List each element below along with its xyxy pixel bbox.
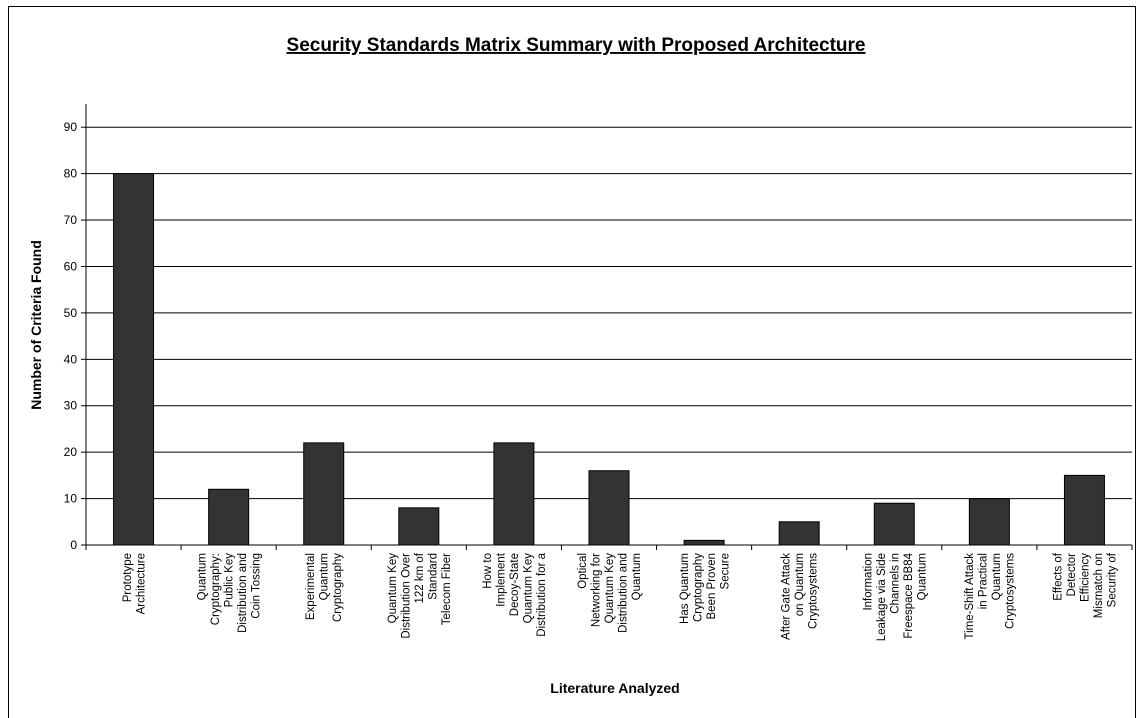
bar: [398, 507, 440, 546]
category-label-line: Channels in: [889, 553, 901, 614]
category-label-line: Implement: [495, 552, 507, 606]
category-label-line: Standard: [427, 553, 439, 600]
y-tick-label: 80: [64, 167, 78, 181]
category-label-line: Prototype: [122, 553, 134, 602]
category-label-line: Public Key: [224, 553, 236, 608]
category-label: Effects of Detector Efficiency Mismatch on S…: [1053, 552, 1119, 618]
category-label-line: Information: [862, 553, 874, 611]
category-label-line: Networking for: [591, 553, 603, 627]
x-axis-label: Literature Analyzed: [550, 680, 679, 696]
category-label-line: Coin Tossing: [251, 553, 263, 619]
bar: [113, 173, 155, 546]
chart-title: Security Standards Matrix Summary with P…: [287, 35, 866, 56]
category-label-line: on Quantum: [794, 553, 806, 616]
category-label-line: Leakage via Side: [876, 553, 888, 641]
category-label: Quantum Cryptography: Public Key Distributi…: [197, 553, 263, 633]
category-label-line: 122 km of: [414, 552, 426, 603]
category-label: Information Leakage via Side Channels in Fr…: [862, 552, 928, 641]
category-label-line: Cryptosystems: [1005, 553, 1017, 629]
category-label-line: Architecture: [135, 553, 147, 614]
category-label: Time-Shift Attack in Practical Quantum Cryp…: [964, 553, 1017, 640]
category-label: Experimental Quantum Cryptography: [305, 553, 344, 622]
category-label-line: Detector: [1066, 553, 1078, 597]
category-label-line: Cryptography: [692, 553, 704, 622]
category-label-line: Quantum: [319, 553, 331, 600]
y-tick-label: 10: [64, 492, 78, 506]
category-labels: Prototype Architecture Quantum Cryptography…: [122, 552, 1119, 641]
y-tick-label: 70: [64, 213, 78, 227]
category-label-line: Quantum Key: [522, 553, 534, 624]
category-label-line: How to: [482, 553, 494, 589]
category-label: Prototype Architecture: [122, 553, 148, 614]
y-tick-label: 40: [64, 352, 78, 366]
bar: [493, 442, 535, 546]
category-label-line: Distribution for a: [536, 552, 548, 636]
bar: [588, 470, 630, 546]
category-label-line: Experimental: [305, 553, 317, 620]
category-label: Quantum Key Distribution Over 122 km of Sta…: [387, 552, 453, 638]
y-tick-label: 50: [64, 306, 78, 320]
category-label-line: Distribution Over: [400, 553, 412, 639]
category-label-line: Quantum Key: [604, 553, 616, 624]
chart-frame: [8, 6, 1136, 718]
category-label-line: Optical: [577, 553, 589, 589]
category-label-line: Cryptography:: [210, 553, 222, 625]
category-label-line: Distribution and: [237, 553, 249, 633]
bar: [208, 488, 250, 546]
category-label-line: Mismatch on: [1093, 553, 1105, 618]
category-label-line: Effects of: [1053, 552, 1065, 601]
category-label: How to Implement Decoy-State Quantum Key Dis…: [482, 552, 548, 637]
category-label-line: Security of: [1107, 552, 1119, 607]
y-tick-label: 20: [64, 445, 78, 459]
y-tick-label: 60: [64, 259, 78, 273]
category-label-line: Quantum: [916, 553, 928, 600]
y-tick-label: 0: [70, 538, 77, 552]
category-label-line: Decoy-State: [509, 553, 521, 616]
y-tick-label: 30: [64, 399, 78, 413]
category-label-line: Efficiency: [1080, 553, 1092, 602]
y-tick-labels: 0 10 20 30 40 50 60 70 80 90: [64, 120, 78, 552]
category-label: After Gate Attack on Quantum Cryptosystems: [781, 553, 820, 640]
bar: [873, 502, 915, 546]
category-label: Optical Networking for Quantum Key Distribu…: [577, 553, 643, 633]
gridlines: [86, 126, 1132, 500]
category-label-line: in Practical: [978, 553, 990, 609]
category-label-line: Telecom Fiber: [441, 553, 453, 625]
category-label-line: Quantum: [991, 553, 1003, 600]
category-label-line: Has Quantum: [679, 553, 691, 624]
category-label: Has Quantum Cryptography Been Proven Secure: [679, 553, 732, 624]
category-label-line: Quantum Key: [387, 553, 399, 624]
axes: [81, 104, 1133, 550]
bar: [778, 521, 820, 546]
bar: [683, 539, 725, 546]
category-label-line: Secure: [719, 553, 731, 589]
category-label-line: Time-Shift Attack: [964, 553, 976, 640]
category-label-line: Freespace BB84: [903, 552, 915, 638]
y-tick-label: 90: [64, 120, 78, 134]
bar: [1063, 474, 1105, 546]
category-label-line: Quantum: [197, 553, 209, 600]
bar: [303, 442, 345, 546]
category-label-line: Been Proven: [706, 553, 718, 620]
y-axis-label: Number of Criteria Found: [28, 240, 44, 410]
category-label-line: Cryptography: [332, 553, 344, 622]
category-label-line: Distribution and: [618, 553, 630, 633]
category-label-line: After Gate Attack: [781, 553, 793, 640]
category-label-line: Quantum: [631, 553, 643, 600]
bar: [968, 498, 1010, 546]
category-label-line: Cryptosystems: [808, 553, 820, 629]
